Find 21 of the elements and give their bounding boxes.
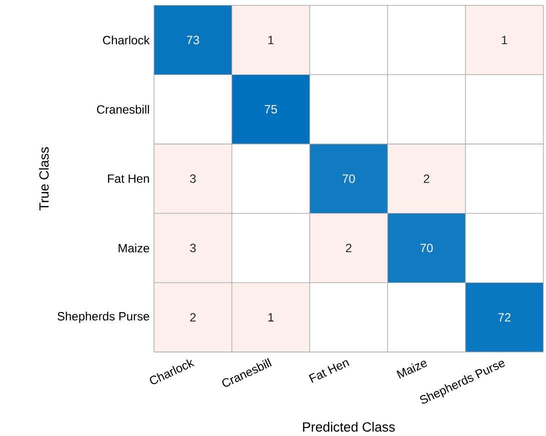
data-label: 2 (190, 313, 196, 322)
y-tick-label: Charlock (102, 36, 150, 45)
data-label: 1 (268, 313, 274, 322)
data-label: 2 (346, 244, 352, 252)
data-label: 1 (502, 36, 508, 44)
y-tick-label: Cranesbill (96, 105, 149, 114)
data-label: 70 (342, 174, 355, 184)
y-tick-label: Fat Hen (108, 174, 149, 184)
y-tick-label: Shepherds Purse (58, 312, 150, 324)
y-tick-label: Maize (118, 244, 150, 253)
data-label: 75 (264, 105, 277, 114)
data-label: 3 (190, 244, 196, 252)
data-label: 72 (498, 313, 510, 322)
y-axis-title: True Class (38, 147, 49, 211)
data-label: 1 (268, 36, 274, 44)
data-label: 2 (424, 174, 430, 184)
x-axis-title: Predicted Class (303, 422, 395, 432)
data-label: 73 (186, 36, 200, 44)
x-tick-label: Fat Hen (308, 360, 350, 383)
data-label: 3 (190, 174, 196, 184)
data-label: 70 (420, 244, 433, 252)
